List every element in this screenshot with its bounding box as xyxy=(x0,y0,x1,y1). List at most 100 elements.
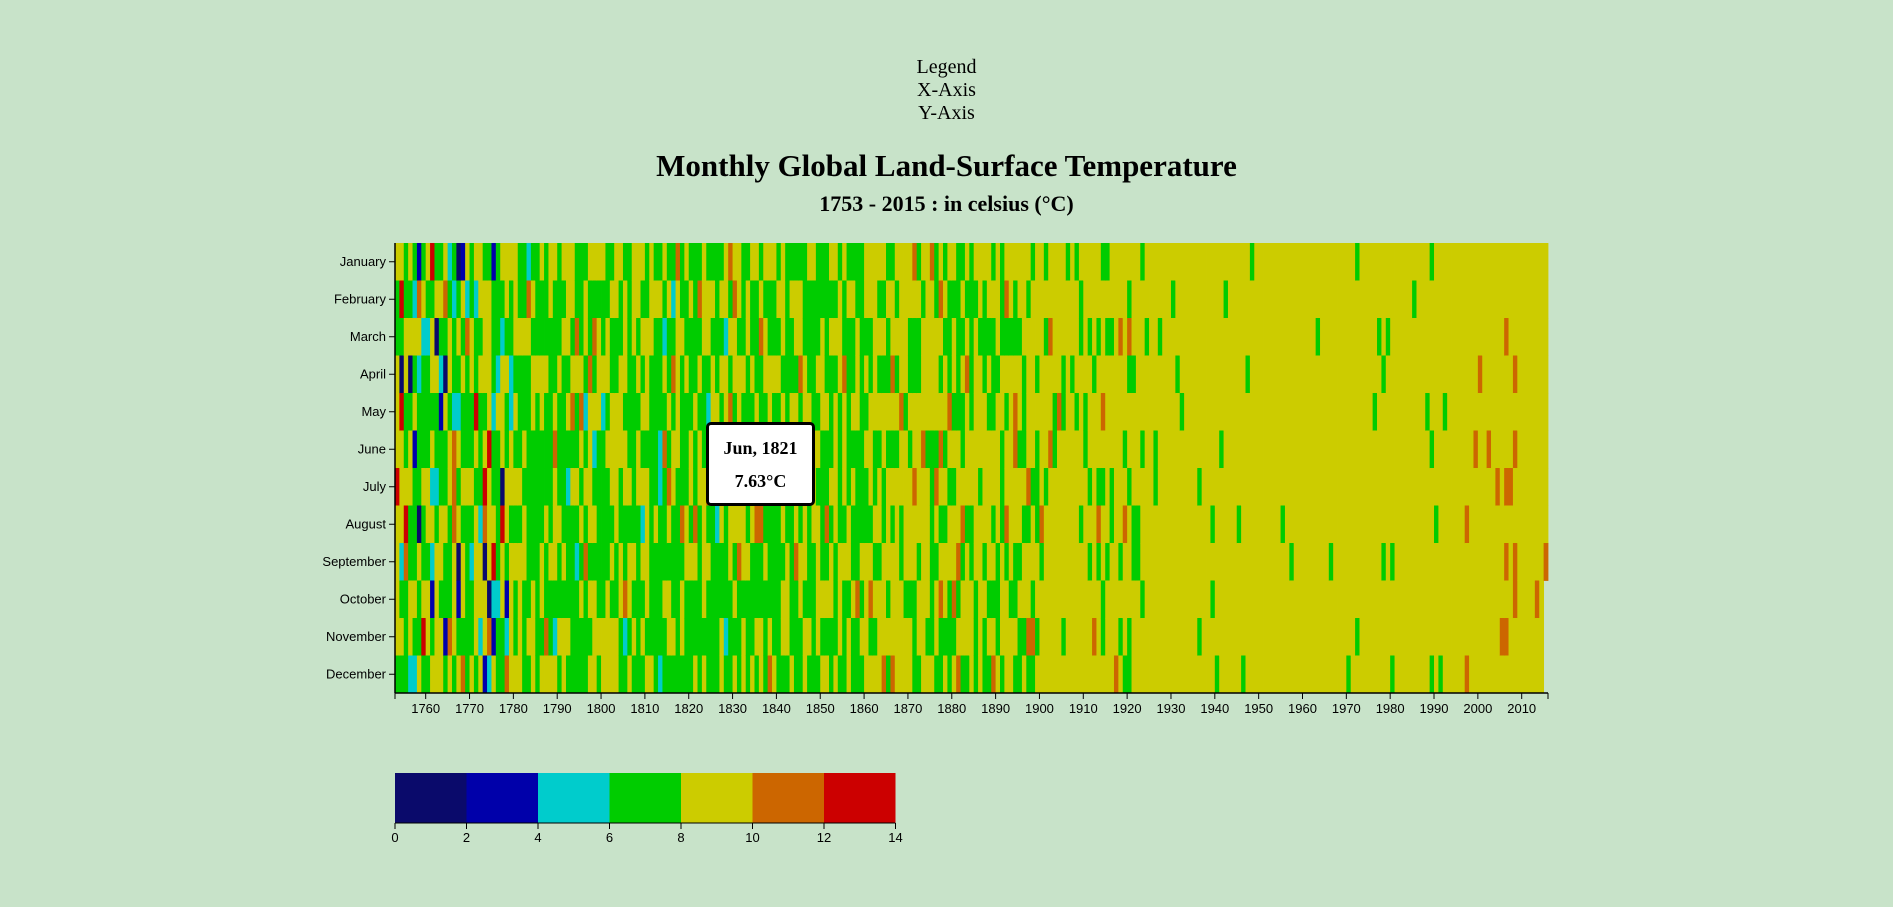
heatmap-cell xyxy=(627,580,633,619)
heatmap-cell xyxy=(833,580,839,619)
heatmap-cell xyxy=(995,280,1001,319)
heatmap-cell xyxy=(1043,280,1049,319)
heatmap-cell xyxy=(824,430,830,469)
heatmap-cell xyxy=(460,355,466,394)
legend-tick-label: 8 xyxy=(677,830,684,845)
heatmap-cell xyxy=(943,355,948,394)
heatmap-cell xyxy=(1078,543,1084,581)
heatmap-cell xyxy=(785,580,790,619)
heatmap-cell xyxy=(1341,543,1347,581)
x-tick-label: 1840 xyxy=(762,701,791,716)
heatmap-cell xyxy=(1429,318,1435,356)
heatmap-cell xyxy=(1306,318,1312,356)
heatmap-cell xyxy=(1267,580,1273,619)
heatmap-cell xyxy=(881,430,887,469)
heatmap-cell xyxy=(1473,318,1479,356)
heatmap-cell xyxy=(395,468,400,506)
heatmap-cell xyxy=(456,355,462,394)
heatmap-cell xyxy=(982,280,988,319)
heatmap-cell xyxy=(1214,355,1220,394)
x-tick-label: 1860 xyxy=(850,701,879,716)
heatmap-cell xyxy=(855,505,861,544)
heatmap-cell xyxy=(1004,393,1010,431)
heatmap-cell xyxy=(1302,543,1308,581)
heatmap-cell xyxy=(649,318,655,356)
heatmap-cell xyxy=(605,393,611,431)
heatmap-cell xyxy=(1512,655,1518,694)
heatmap-cell xyxy=(798,580,804,619)
heatmap-cell xyxy=(1473,280,1479,319)
heatmap-cell xyxy=(662,618,668,656)
heatmap-cell xyxy=(903,655,909,694)
heatmap-cell xyxy=(728,280,733,319)
heatmap-cell xyxy=(596,280,602,319)
heatmap-cell xyxy=(1293,468,1299,506)
heatmap-cell xyxy=(465,618,470,656)
heatmap-cell xyxy=(1179,543,1185,581)
heatmap-cell xyxy=(478,280,484,319)
heatmap-cell xyxy=(886,655,891,694)
heatmap-cell xyxy=(579,430,584,469)
heatmap-cell xyxy=(596,505,602,544)
heatmap-cell xyxy=(1512,505,1518,544)
heatmap-cell xyxy=(1241,543,1246,581)
heatmap-cell xyxy=(1460,243,1466,281)
heatmap-cell xyxy=(1184,430,1189,469)
heatmap-cell xyxy=(601,543,606,581)
heatmap-cell xyxy=(1271,468,1277,506)
heatmap-cell xyxy=(1473,580,1479,619)
heatmap-cell xyxy=(535,243,541,281)
heatmap-cell xyxy=(671,543,676,581)
heatmap-cell xyxy=(1267,280,1273,319)
x-tick-label: 1890 xyxy=(981,701,1010,716)
heatmap-cell xyxy=(1280,280,1286,319)
heatmap-cell xyxy=(1144,243,1150,281)
heatmap-cell xyxy=(947,430,953,469)
heatmap-cell xyxy=(1245,580,1251,619)
heatmap-cell xyxy=(1355,393,1360,431)
heatmap-cell xyxy=(1219,468,1224,506)
heatmap-cell xyxy=(1320,393,1325,431)
heatmap-cell xyxy=(416,393,422,431)
heatmap-cell xyxy=(495,655,501,694)
legend-link[interactable]: Legend xyxy=(916,56,977,78)
heatmap-cell xyxy=(1350,355,1356,394)
heatmap-cell xyxy=(1210,655,1216,694)
heatmap-cell xyxy=(1092,393,1097,431)
heatmap-cell xyxy=(658,618,663,656)
heatmap-cell xyxy=(1201,618,1207,656)
heatmap-cell xyxy=(855,318,861,356)
heatmap-cell xyxy=(767,505,773,544)
heatmap-cell xyxy=(850,430,856,469)
y-axis-link[interactable]: Y-Axis xyxy=(918,102,975,124)
x-axis-link[interactable]: X-Axis xyxy=(917,79,976,101)
heatmap-cell xyxy=(1197,580,1203,619)
heatmap-cell xyxy=(653,280,659,319)
heatmap-cell xyxy=(438,618,444,656)
heatmap-cell xyxy=(1179,580,1185,619)
x-tick-label: 1970 xyxy=(1332,701,1361,716)
heatmap-cell xyxy=(1276,655,1281,694)
heatmap-cell xyxy=(1083,430,1089,469)
heatmap-cell xyxy=(1197,318,1203,356)
heatmap-cell xyxy=(1517,468,1523,506)
heatmap-cell xyxy=(1039,505,1045,544)
heatmap-cell xyxy=(447,468,453,506)
heatmap-cell xyxy=(864,655,869,694)
heatmap-cell xyxy=(1201,318,1207,356)
heatmap-cell xyxy=(763,618,769,656)
heatmap-cell xyxy=(868,618,874,656)
heatmap-cell xyxy=(1464,430,1470,469)
heatmap-cell xyxy=(631,580,637,619)
heatmap-cell xyxy=(986,655,992,694)
heatmap-cell xyxy=(1324,580,1330,619)
heatmap-cell xyxy=(1346,430,1352,469)
heatmap-cell xyxy=(824,318,830,356)
heatmap-cell xyxy=(815,505,821,544)
heatmap-cell xyxy=(1363,318,1369,356)
heatmap-cell xyxy=(934,655,940,694)
heatmap-cell xyxy=(1254,543,1260,581)
heatmap-cell xyxy=(1403,280,1409,319)
heatmap-cell xyxy=(815,393,821,431)
heatmap-cell xyxy=(855,618,861,656)
